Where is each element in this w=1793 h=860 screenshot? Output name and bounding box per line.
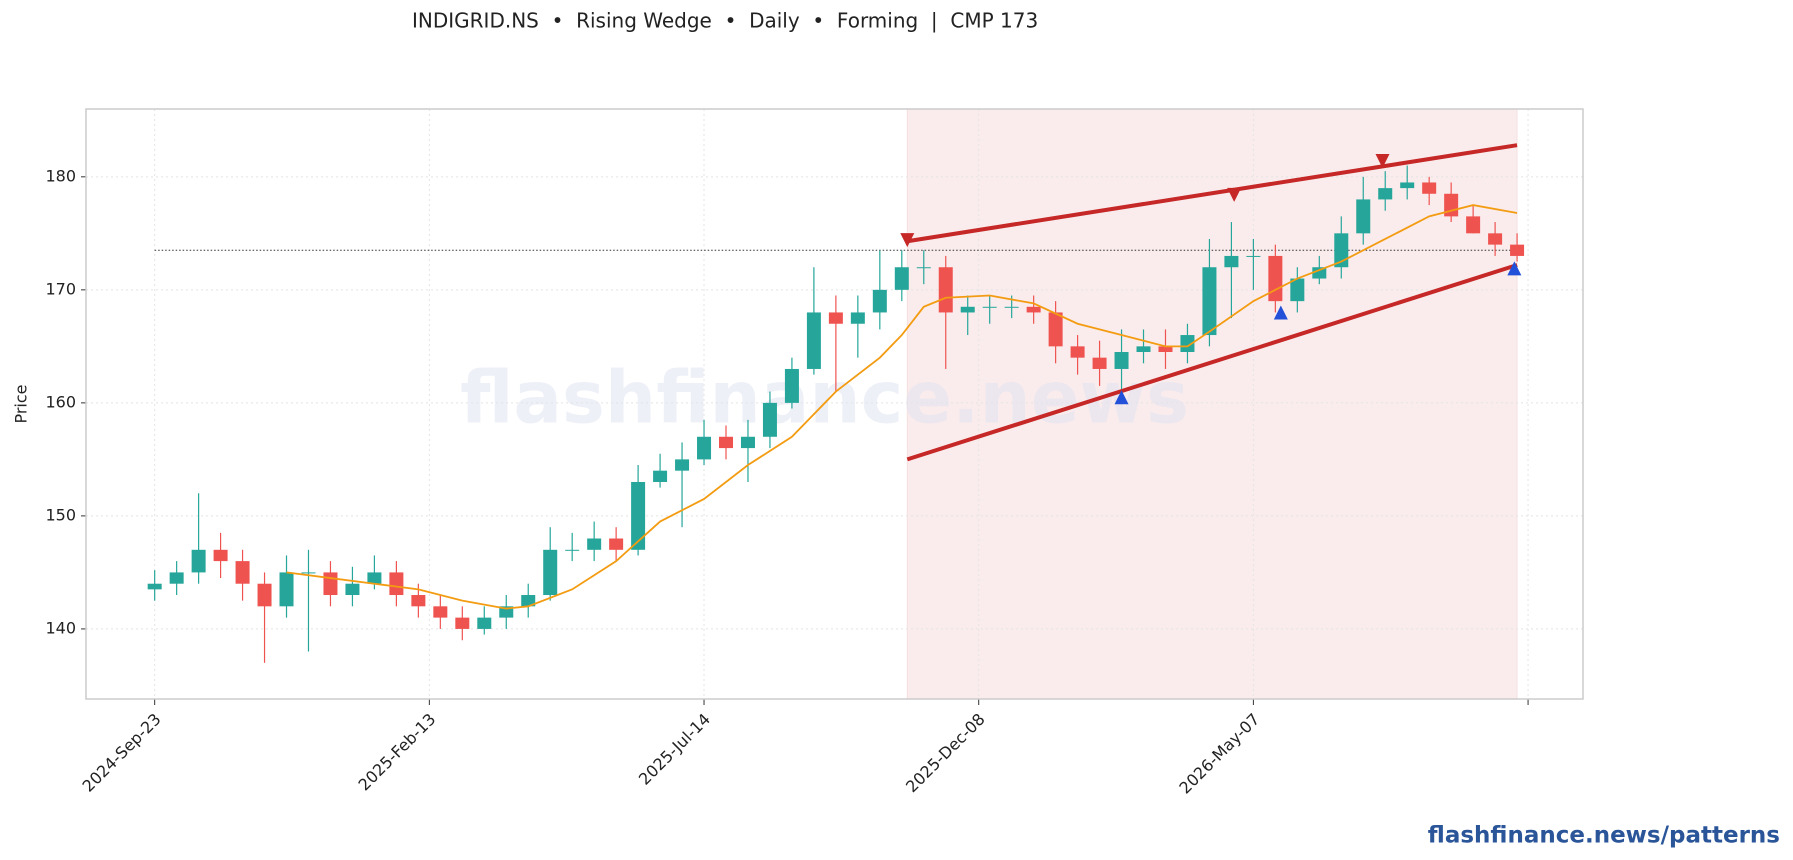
pivot-high xyxy=(1375,153,1390,168)
candle-body xyxy=(740,436,755,449)
pivot-high xyxy=(900,233,915,248)
y-tick-label: 140 xyxy=(45,618,76,637)
candle-body xyxy=(345,583,360,596)
candle-body xyxy=(433,606,448,618)
candle-body xyxy=(1158,346,1173,353)
candle-body xyxy=(1202,267,1217,336)
footer: flashfinance.news/patterns xyxy=(1428,823,1780,849)
watermark: flashfinance.news xyxy=(460,355,1189,439)
candle-body xyxy=(1444,193,1459,217)
candle-body xyxy=(1334,233,1349,268)
candle-body xyxy=(1466,216,1481,234)
candle-body xyxy=(169,572,184,584)
y-tick-label: 160 xyxy=(45,392,76,411)
candle-body xyxy=(1356,199,1371,234)
candle-body xyxy=(235,561,250,584)
candle-body xyxy=(982,306,997,308)
candle-body xyxy=(916,267,931,269)
candle-body xyxy=(1026,306,1041,313)
candle-body xyxy=(389,572,404,596)
candle-body xyxy=(213,549,228,562)
y-tick-label: 150 xyxy=(45,505,76,524)
plot-frame xyxy=(85,108,1584,700)
candle-body xyxy=(565,549,580,551)
candle-body xyxy=(872,289,887,313)
candle-body xyxy=(1290,278,1305,302)
candle-body xyxy=(762,402,777,437)
candle-body xyxy=(1070,346,1085,358)
candle-body xyxy=(1510,244,1525,256)
candle-body xyxy=(257,583,272,607)
candle-body xyxy=(301,572,316,574)
candle-body xyxy=(1114,352,1129,369)
candle-body xyxy=(1180,335,1195,353)
candle-body xyxy=(719,436,734,449)
candle-body xyxy=(960,306,975,313)
pivot-low xyxy=(1114,390,1129,405)
candle-body xyxy=(631,481,646,550)
candle-body xyxy=(477,617,492,629)
candle-body xyxy=(1004,306,1019,308)
candle-body xyxy=(411,595,426,607)
candle-body xyxy=(543,549,558,596)
candle-body xyxy=(1092,357,1107,369)
pivot-high xyxy=(1227,187,1242,202)
candle-body xyxy=(894,267,909,290)
candle-body xyxy=(653,470,668,482)
candle-body xyxy=(850,312,865,324)
candle-body xyxy=(1488,233,1503,245)
y-tick-label: 170 xyxy=(45,279,76,298)
candle-body xyxy=(1246,255,1261,257)
candle-body xyxy=(1048,312,1063,347)
candle-body xyxy=(675,459,690,471)
candle-body xyxy=(499,606,514,618)
candle-body xyxy=(609,538,624,550)
candle-body xyxy=(323,572,338,596)
candle-body xyxy=(784,368,799,403)
candle-body xyxy=(1400,182,1415,189)
trendline xyxy=(906,143,1518,244)
candle-body xyxy=(147,583,162,590)
candle-body xyxy=(1422,182,1437,194)
candle-body xyxy=(828,312,843,324)
candle-body xyxy=(367,572,382,584)
candle-body xyxy=(697,436,712,460)
candle-body xyxy=(587,538,602,550)
candle-body xyxy=(1312,267,1327,279)
chart-title: INDIGRID.NS • Rising Wedge • Daily • For… xyxy=(412,9,1038,33)
candle-body xyxy=(1224,255,1239,268)
candle-body xyxy=(938,267,953,313)
candle-body xyxy=(279,572,294,607)
candle-body xyxy=(1268,255,1283,302)
candle-body xyxy=(1136,346,1151,353)
pivot-low xyxy=(1273,305,1288,320)
y-tick-label: 180 xyxy=(45,166,76,185)
moving-average xyxy=(286,204,1518,610)
candle-body xyxy=(1378,188,1393,200)
trendline xyxy=(906,263,1518,462)
candle-body xyxy=(806,312,821,369)
candle-body xyxy=(521,595,536,607)
pattern-region xyxy=(906,108,1518,700)
pivot-low xyxy=(1507,261,1522,276)
candle-body xyxy=(191,549,206,573)
candle-body xyxy=(455,617,470,629)
y-axis-label: Price xyxy=(12,384,31,423)
